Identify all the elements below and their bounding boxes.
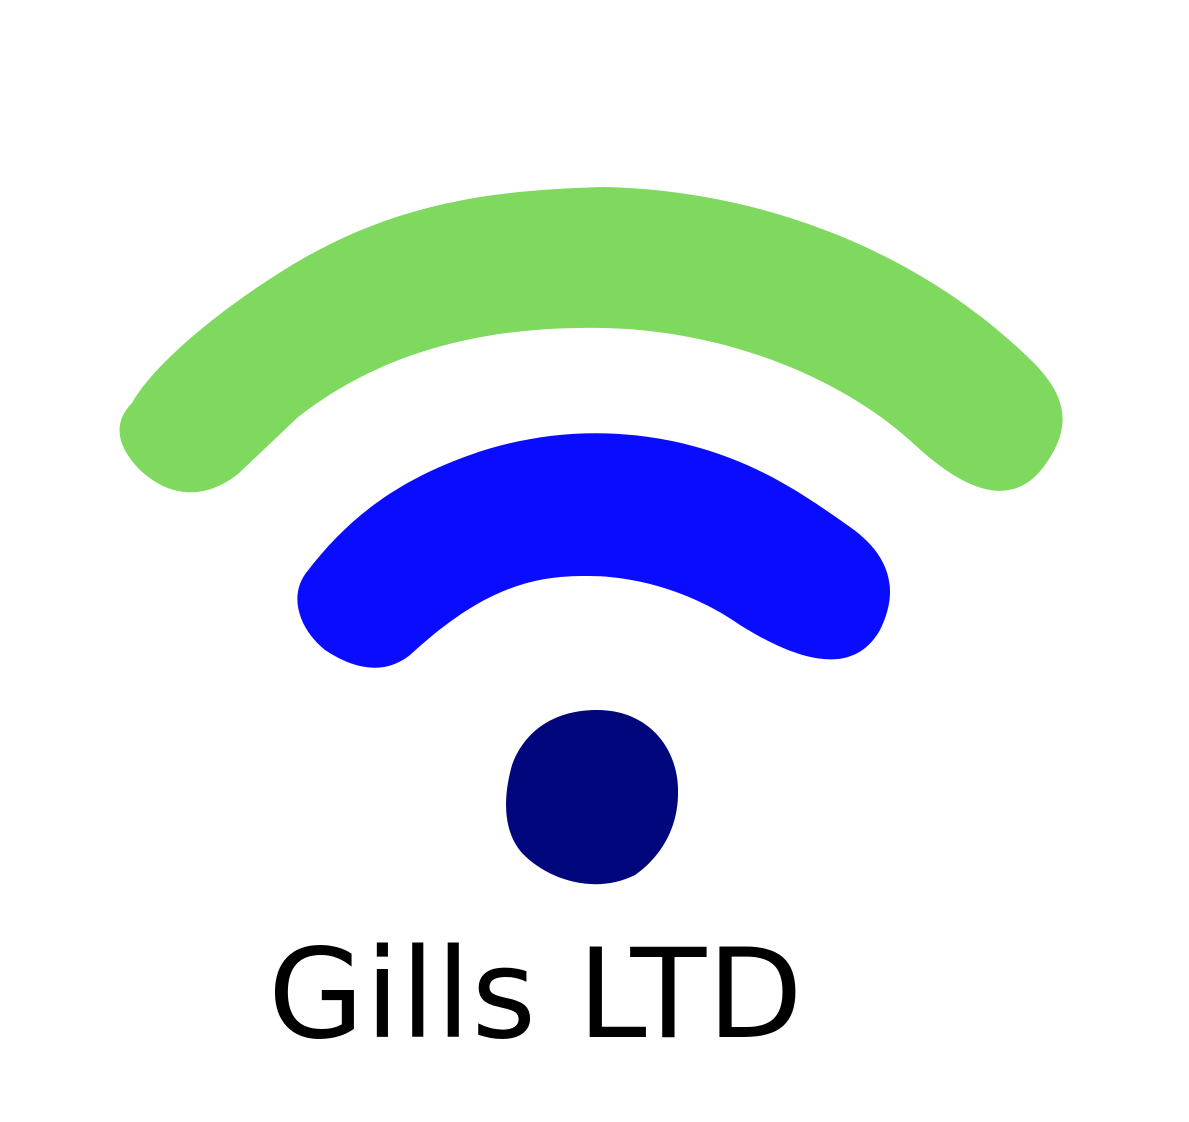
outer-signal-arc [119,187,1063,493]
signal-dot [506,710,679,885]
inner-signal-arc [297,433,890,668]
company-name: Gills LTD [268,923,804,1067]
